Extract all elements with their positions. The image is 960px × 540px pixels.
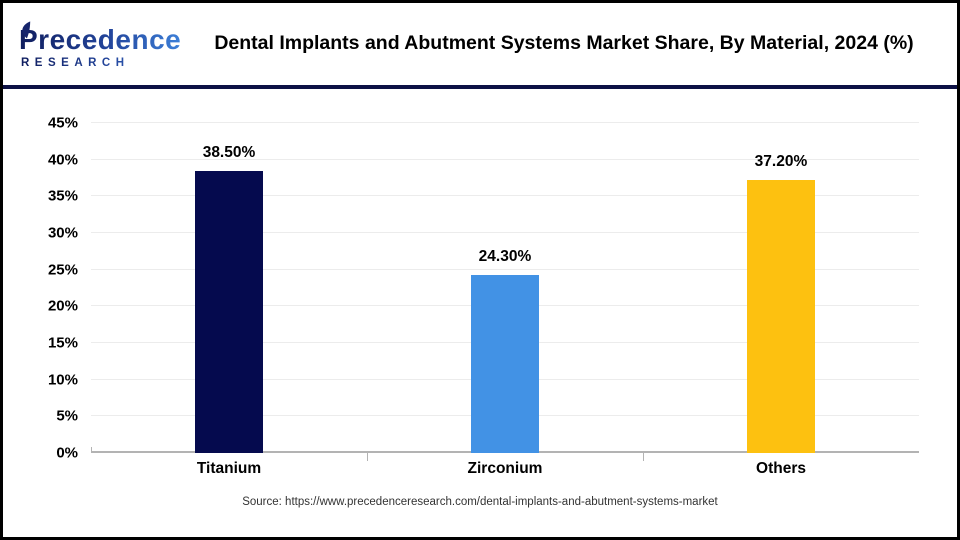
bar-value-label: 37.20% bbox=[754, 153, 808, 171]
y-tick-label: 40% bbox=[47, 151, 78, 169]
gridline bbox=[91, 195, 919, 197]
gridline bbox=[91, 232, 919, 233]
plot-row: 0% 5% 10% 15% 20% 25% 30% 35% 40% 45% 38.50% 24.30… bbox=[3, 115, 957, 462]
x-axis-labels: Titanium Zirconium Others bbox=[91, 460, 919, 478]
gridline bbox=[91, 268, 919, 270]
leaf-icon bbox=[22, 20, 31, 38]
plot-area: 38.50% 24.30% 37.20% bbox=[91, 122, 919, 461]
y-tick-label: 5% bbox=[56, 407, 78, 425]
y-tick-label: 20% bbox=[47, 297, 78, 315]
bar-slot-titanium: 38.50% bbox=[91, 123, 367, 453]
bar-value-label: 38.50% bbox=[202, 143, 256, 161]
logo-text-secondary: RESEARCH bbox=[19, 57, 189, 69]
bar-zirconium bbox=[470, 274, 539, 453]
gridline bbox=[91, 158, 919, 160]
title-area: Dental Implants and Abutment Systems Mar… bbox=[189, 29, 945, 59]
bar-value-label: 24.30% bbox=[478, 247, 532, 265]
y-axis: 0% 5% 10% 15% 20% 25% 30% 35% 40% 45% bbox=[3, 115, 91, 462]
chart-area: 0% 5% 10% 15% 20% 25% 30% 35% 40% 45% 38.50% 24.30… bbox=[3, 89, 957, 537]
header: Precedence RESEARCH Dental Implants and … bbox=[3, 3, 957, 85]
y-tick-label: 0% bbox=[56, 444, 78, 462]
chart-title: Dental Implants and Abutment Systems Mar… bbox=[214, 32, 914, 55]
source-attribution: Source: https://www.precedenceresearch.c… bbox=[242, 496, 718, 508]
y-tick-label: 30% bbox=[47, 224, 78, 242]
y-axis-line bbox=[91, 447, 92, 453]
gridline bbox=[91, 122, 919, 123]
bar-slot-others: 37.20% bbox=[643, 123, 919, 453]
x-axis-tick bbox=[643, 453, 644, 461]
bar-others bbox=[746, 180, 815, 453]
category-label-zirconium: Zirconium bbox=[467, 460, 543, 477]
x-axis-tick bbox=[366, 453, 368, 461]
y-tick-label: 45% bbox=[47, 114, 78, 132]
bar-slot-zirconium: 24.30% bbox=[367, 123, 643, 453]
category-label-titanium: Titanium bbox=[196, 460, 262, 477]
y-tick-label: 25% bbox=[47, 261, 78, 279]
precedence-research-logo: Precedence RESEARCH bbox=[19, 20, 189, 69]
category-label-others: Others bbox=[756, 460, 806, 477]
logo-text-primary: Precedence bbox=[19, 20, 189, 55]
logo-line1: Precedence bbox=[19, 23, 182, 55]
bar-titanium bbox=[194, 170, 263, 453]
y-tick-label: 35% bbox=[47, 187, 78, 205]
header-divider bbox=[3, 85, 957, 89]
y-tick-label: 15% bbox=[47, 334, 78, 352]
y-tick-label: 10% bbox=[47, 371, 78, 389]
